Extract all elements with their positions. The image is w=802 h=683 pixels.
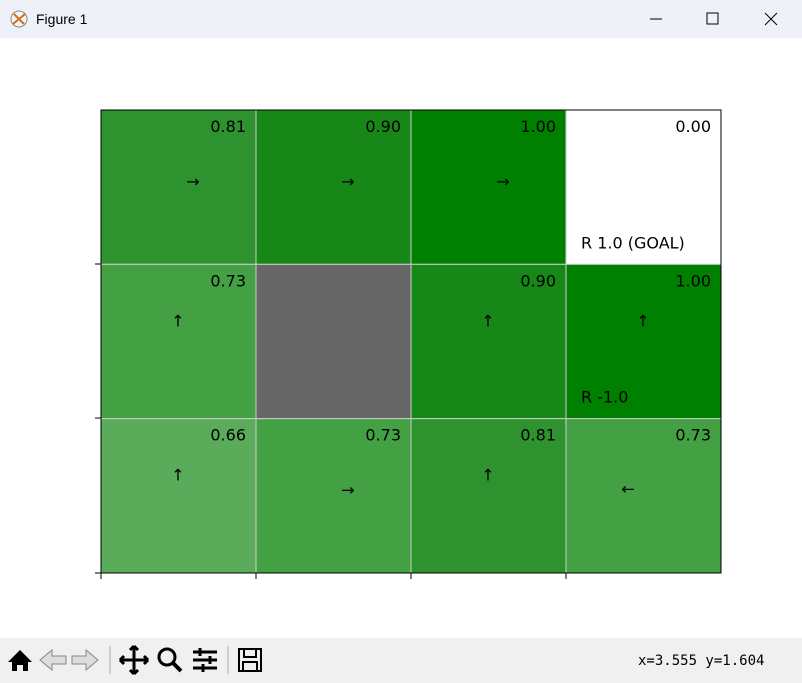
grid-cell bbox=[410, 263, 567, 420]
policy-arrow: → bbox=[341, 481, 354, 500]
back-button[interactable] bbox=[39, 648, 67, 672]
app-icon bbox=[10, 10, 28, 28]
window-title: Figure 1 bbox=[36, 11, 88, 27]
state-value: 0.90 bbox=[365, 117, 401, 136]
policy-arrow: ↑ bbox=[171, 311, 184, 330]
policy-arrow: ↑ bbox=[171, 466, 184, 485]
reward-label: R 1.0 (GOAL) bbox=[581, 233, 685, 252]
policy-arrow: ↑ bbox=[481, 311, 494, 330]
policy-arrow: → bbox=[341, 172, 354, 191]
axis-ticks bbox=[95, 263, 567, 579]
state-value: 0.73 bbox=[675, 426, 711, 445]
zoom-button[interactable] bbox=[157, 647, 183, 673]
grid-cell bbox=[565, 263, 722, 420]
state-value: 0.81 bbox=[520, 426, 556, 445]
policy-arrow: ← bbox=[621, 480, 634, 499]
grid-cell bbox=[100, 418, 257, 574]
axes-frame bbox=[100, 109, 722, 574]
grid-cell bbox=[255, 418, 412, 574]
pan-button[interactable] bbox=[118, 644, 150, 676]
state-value: 1.00 bbox=[520, 117, 556, 136]
home-button[interactable] bbox=[8, 650, 32, 671]
maximize-button[interactable] bbox=[706, 12, 719, 25]
title-bar bbox=[0, 0, 802, 38]
grid-cell bbox=[410, 109, 567, 265]
forward-button[interactable] bbox=[71, 648, 99, 672]
state-value: 0.73 bbox=[210, 271, 246, 290]
grid-cell bbox=[565, 418, 722, 574]
state-value: 0.73 bbox=[365, 426, 401, 445]
policy-arrow: → bbox=[186, 172, 199, 191]
state-value: 1.00 bbox=[675, 271, 711, 290]
grid-cell bbox=[255, 109, 412, 265]
state-value: 0.81 bbox=[210, 117, 246, 136]
policy-arrow: → bbox=[496, 172, 509, 191]
save-button[interactable] bbox=[238, 648, 262, 672]
close-button[interactable] bbox=[764, 12, 778, 26]
cursor-status: x=3.555 y=1.604 bbox=[638, 653, 764, 669]
policy-arrow: ↑ bbox=[481, 466, 494, 485]
configure-button[interactable] bbox=[193, 648, 217, 672]
state-value: 0.00 bbox=[675, 117, 711, 136]
plot-area: 0.81 → 0.90 → 1.00 → 0.00 R 1.0 (GOAL) 0.73 ↑ 0.90… bbox=[100, 109, 722, 574]
grid-cell bbox=[255, 263, 412, 420]
policy-arrow: ↑ bbox=[636, 311, 649, 330]
state-value: 0.66 bbox=[210, 426, 246, 445]
state-value: 0.90 bbox=[520, 271, 556, 290]
reward-label: R -1.0 bbox=[581, 388, 628, 407]
